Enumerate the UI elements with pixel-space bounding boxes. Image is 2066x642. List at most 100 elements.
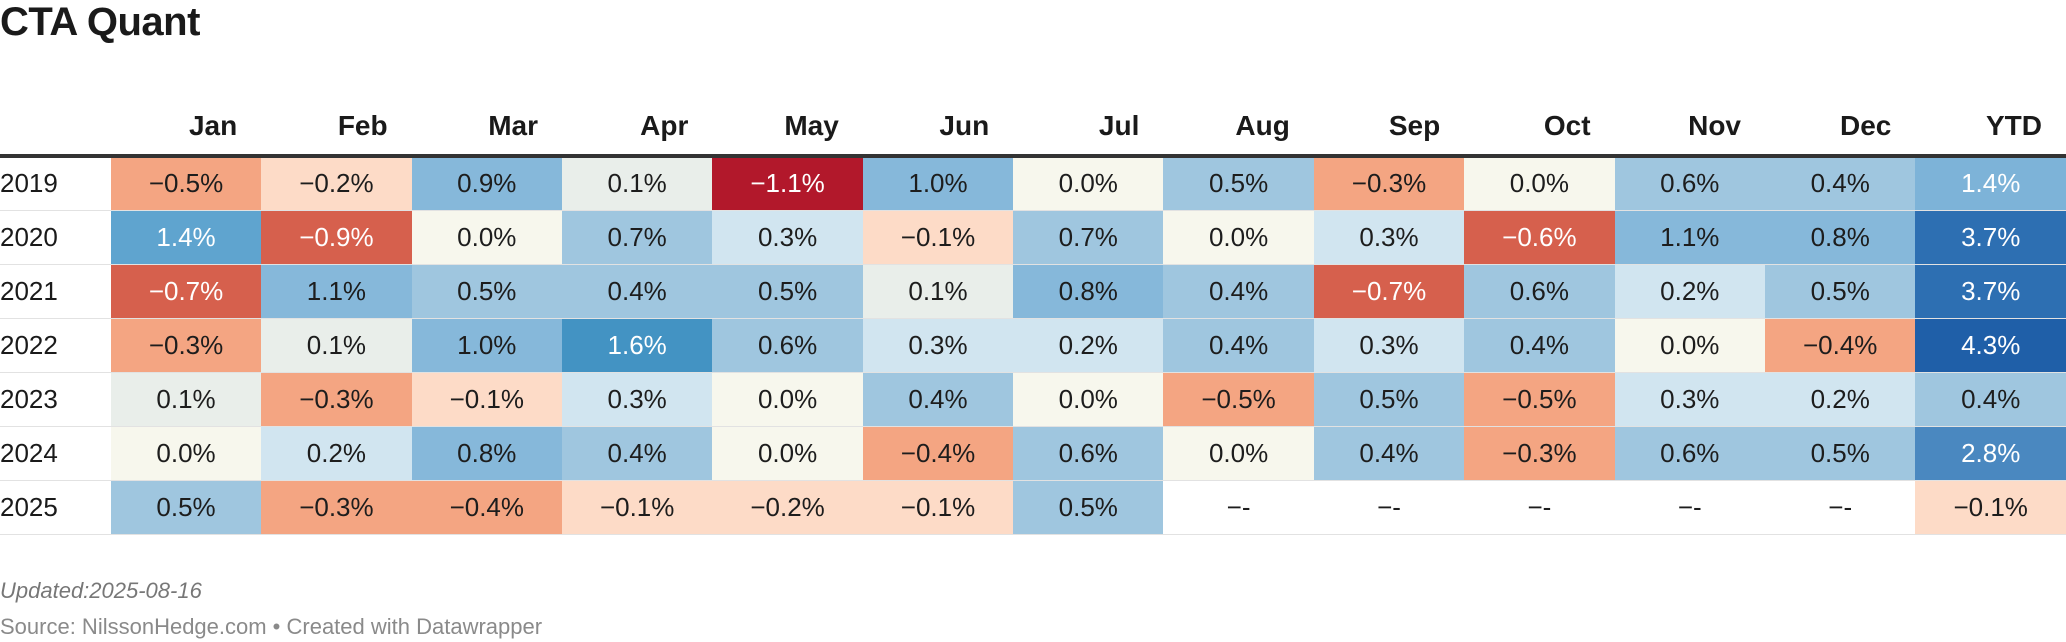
heatmap-cell-oct: 0.0% [1464, 156, 1615, 211]
column-header-may: May [712, 98, 863, 158]
heatmap-cell-oct: −- [1464, 480, 1615, 535]
column-header-mar: Mar [411, 98, 562, 158]
heatmap-cell-may: 0.0% [712, 426, 863, 481]
heatmap-cell-dec: 0.4% [1765, 156, 1916, 211]
heatmap-cell-feb: 0.2% [261, 426, 412, 481]
heatmap-cell-jul: 0.0% [1013, 372, 1164, 427]
heatmap-cell-ytd: −0.1% [1915, 480, 2066, 535]
heatmap-cell-ytd: 1.4% [1915, 156, 2066, 211]
heatmap-cell-ytd: 3.7% [1915, 210, 2066, 265]
heatmap-cell-jan: 0.5% [110, 480, 262, 535]
table-row: 2024 0.0% 0.2% 0.8% 0.4% 0.0% −0.4% 0.6% 0.0% 0.4… [0, 426, 2066, 481]
heatmap-cell-mar: 0.5% [411, 264, 562, 319]
heatmap-cell-may: 0.6% [712, 318, 863, 373]
heatmap-cell-jan: 1.4% [110, 210, 262, 265]
heatmap-cell-mar: −0.1% [411, 372, 562, 427]
heatmap-cell-oct: −0.6% [1464, 210, 1615, 265]
heatmap-cell-jul: 0.7% [1013, 210, 1164, 265]
chart-title: CTA Quant [0, 0, 200, 44]
heatmap-cell-mar: 0.8% [411, 426, 562, 481]
heatmap-cell-sep: −0.3% [1313, 156, 1465, 211]
heatmap-cell-may: 0.0% [712, 372, 863, 427]
heatmap-cell-aug: 0.4% [1163, 264, 1314, 319]
heatmap-cell-feb: −0.3% [261, 480, 412, 535]
heatmap-cell-sep: 0.3% [1313, 318, 1465, 373]
heatmap-cell-ytd: 2.8% [1915, 426, 2066, 481]
heatmap-cell-may: −1.1% [712, 156, 863, 211]
heatmap-cell-jan: −0.5% [110, 156, 262, 211]
heatmap-cell-dec: 0.2% [1765, 372, 1916, 427]
heatmap-cell-mar: 0.9% [411, 156, 562, 211]
row-year-label: 2022 [0, 318, 111, 373]
heatmap-cell-nov: 0.3% [1614, 372, 1765, 427]
heatmap-cell-aug: −- [1163, 480, 1314, 535]
heatmap-cell-sep: 0.3% [1313, 210, 1465, 265]
heatmap-cell-jan: 0.1% [110, 372, 262, 427]
heatmap-cell-ytd: 4.3% [1915, 318, 2066, 373]
heatmap-cell-dec: −- [1765, 480, 1916, 535]
updated-note: Updated:2025-08-16 [0, 578, 202, 603]
heatmap-cell-feb: −0.3% [261, 372, 412, 427]
heatmap-cell-jun: 0.1% [862, 264, 1014, 319]
heatmap-cell-may: 0.3% [712, 210, 863, 265]
row-year-label: 2025 [0, 480, 111, 535]
column-header-nov: Nov [1614, 98, 1765, 158]
heatmap-cell-jun: −0.1% [862, 480, 1014, 535]
heatmap-cell-nov: 0.6% [1614, 156, 1765, 211]
heatmap-cell-mar: −0.4% [411, 480, 562, 535]
heatmap-cell-ytd: 0.4% [1915, 372, 2066, 427]
heatmap-cell-aug: −0.5% [1163, 372, 1314, 427]
column-header-aug: Aug [1163, 98, 1314, 158]
heatmap-cell-apr: 0.4% [561, 426, 713, 481]
column-header-oct: Oct [1464, 98, 1615, 158]
heatmap-cell-apr: 0.7% [561, 210, 713, 265]
heatmap-cell-nov: 0.6% [1614, 426, 1765, 481]
heatmap-cell-nov: −- [1614, 480, 1765, 535]
heatmap-cell-ytd: 3.7% [1915, 264, 2066, 319]
heatmap-cell-dec: −0.4% [1765, 318, 1916, 373]
table-row: 2020 1.4% −0.9% 0.0% 0.7% 0.3% −0.1% 0.7% 0.0% 0.… [0, 210, 2066, 265]
heatmap-cell-jul: 0.6% [1013, 426, 1164, 481]
heatmap-cell-apr: 0.3% [561, 372, 713, 427]
heatmap-cell-jan: −0.3% [110, 318, 262, 373]
heatmap-cell-nov: 0.2% [1614, 264, 1765, 319]
heatmap-cell-oct: 0.6% [1464, 264, 1615, 319]
heatmap-cell-jul: 0.8% [1013, 264, 1164, 319]
heatmap-cell-may: −0.2% [712, 480, 863, 535]
heatmap-table: Jan Feb Mar Apr May Jun Jul Aug Sep Oct Nov Dec YTD … [0, 98, 2066, 535]
heatmap-cell-sep: −- [1313, 480, 1465, 535]
column-header-jan: Jan [110, 98, 262, 158]
heatmap-cell-sep: 0.5% [1313, 372, 1465, 427]
heatmap-cell-feb: 0.1% [261, 318, 412, 373]
heatmap-cell-nov: 1.1% [1614, 210, 1765, 265]
year-column-header [0, 98, 111, 158]
heatmap-cell-jan: −0.7% [110, 264, 262, 319]
heatmap-cell-feb: −0.9% [261, 210, 412, 265]
heatmap-cell-jun: 0.4% [862, 372, 1014, 427]
heatmap-cell-apr: 0.1% [561, 156, 713, 211]
column-header-dec: Dec [1765, 98, 1916, 158]
heatmap-cell-aug: 0.0% [1163, 426, 1314, 481]
heatmap-cell-aug: 0.5% [1163, 156, 1314, 211]
table-row: 2025 0.5% −0.3% −0.4% −0.1% −0.2% −0.1% 0.5% −- −… [0, 480, 2066, 535]
column-header-sep: Sep [1313, 98, 1465, 158]
table-row: 2021 −0.7% 1.1% 0.5% 0.4% 0.5% 0.1% 0.8% 0.4% −0.… [0, 264, 2066, 319]
row-year-label: 2019 [0, 156, 111, 211]
heatmap-cell-apr: 1.6% [561, 318, 713, 373]
heatmap-cell-oct: −0.3% [1464, 426, 1615, 481]
heatmap-cell-feb: −0.2% [261, 156, 412, 211]
column-header-apr: Apr [561, 98, 713, 158]
row-year-label: 2023 [0, 372, 111, 427]
column-header-ytd: YTD [1915, 98, 2066, 158]
heatmap-cell-jun: −0.4% [862, 426, 1014, 481]
heatmap-cell-jun: 1.0% [862, 156, 1014, 211]
heatmap-cell-mar: 0.0% [411, 210, 562, 265]
row-year-label: 2024 [0, 426, 111, 481]
heatmap-cell-nov: 0.0% [1614, 318, 1765, 373]
heatmap-cell-dec: 0.5% [1765, 264, 1916, 319]
table-row: 2023 0.1% −0.3% −0.1% 0.3% 0.0% 0.4% 0.0% −0.5% 0… [0, 372, 2066, 427]
heatmap-cell-jan: 0.0% [110, 426, 262, 481]
heatmap-cell-oct: −0.5% [1464, 372, 1615, 427]
column-header-feb: Feb [261, 98, 412, 158]
heatmap-cell-sep: 0.4% [1313, 426, 1465, 481]
